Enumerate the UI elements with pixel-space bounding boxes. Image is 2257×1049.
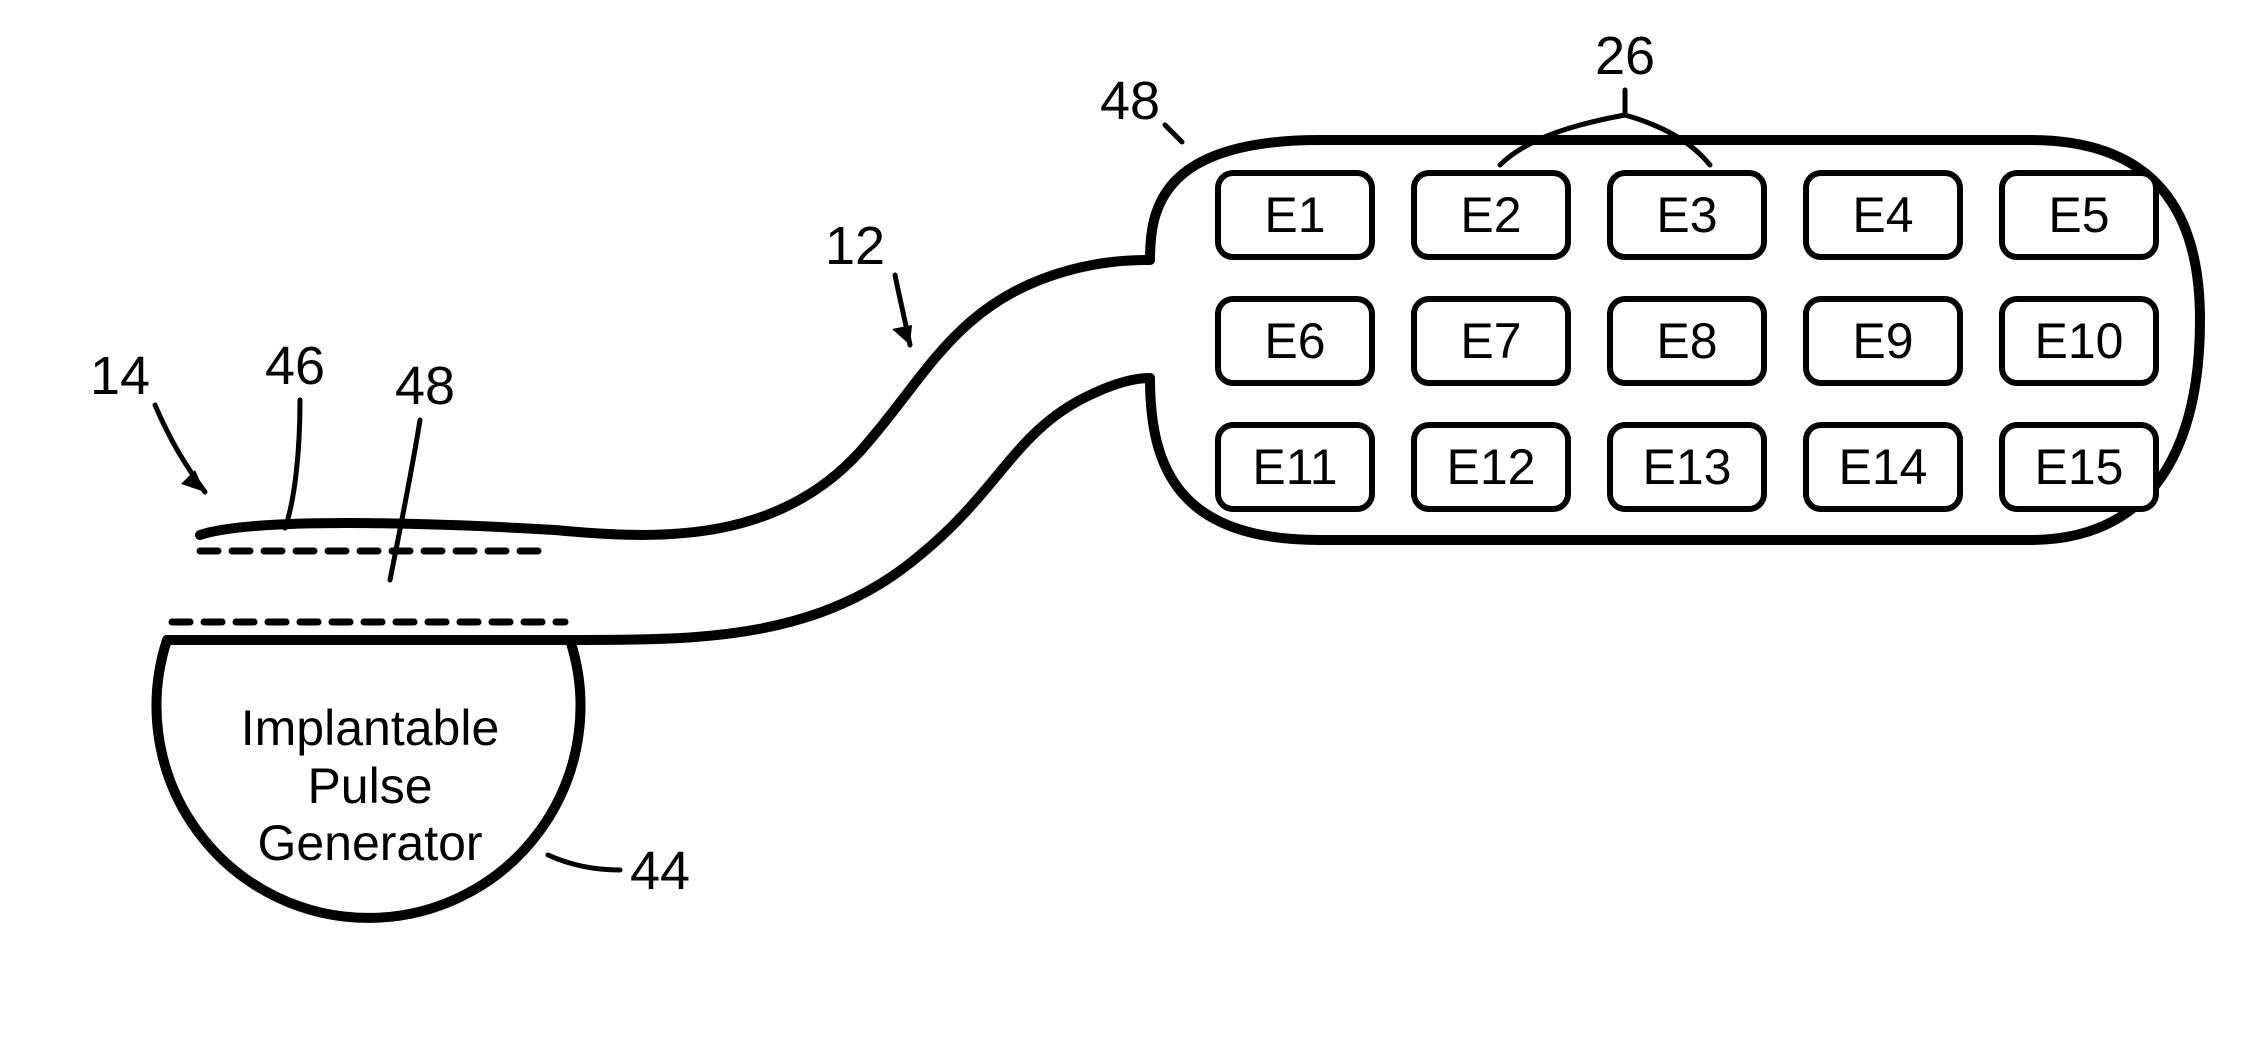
- generator-label-line2: Pulse Generator: [210, 758, 530, 873]
- electrode-e6: E6: [1215, 296, 1375, 386]
- leader-48-left: [390, 420, 420, 580]
- ref-12: 12: [825, 215, 885, 277]
- ref-26: 26: [1595, 25, 1655, 87]
- diagram-svg: [0, 0, 2257, 1049]
- electrode-e12: E12: [1411, 422, 1571, 512]
- electrode-e3: E3: [1607, 170, 1767, 260]
- lead-top: [200, 260, 1150, 535]
- arrow-12-head: [892, 325, 912, 345]
- arrow-14-head: [181, 470, 205, 492]
- leader-46: [285, 400, 300, 528]
- electrode-e14: E14: [1803, 422, 1963, 512]
- electrode-e8: E8: [1607, 296, 1767, 386]
- leader-48-right: [1165, 125, 1182, 142]
- ref-48-left: 48: [395, 355, 455, 417]
- leader-44: [548, 855, 620, 870]
- generator-label: Implantable Pulse Generator: [210, 700, 530, 873]
- electrode-e13: E13: [1607, 422, 1767, 512]
- ref-48-right: 48: [1100, 70, 1160, 132]
- electrode-e4: E4: [1803, 170, 1963, 260]
- electrode-e2: E2: [1411, 170, 1571, 260]
- ref-14: 14: [90, 345, 150, 407]
- electrode-e11: E11: [1215, 422, 1375, 512]
- generator-label-line1: Implantable: [210, 700, 530, 758]
- electrode-e7: E7: [1411, 296, 1571, 386]
- electrode-e1: E1: [1215, 170, 1375, 260]
- electrode-e9: E9: [1803, 296, 1963, 386]
- electrode-e5: E5: [1999, 170, 2159, 260]
- ref-44: 44: [630, 840, 690, 902]
- lead-bottom: [573, 378, 1150, 640]
- electrode-e15: E15: [1999, 422, 2159, 512]
- ref-46: 46: [265, 335, 325, 397]
- electrode-e10: E10: [1999, 296, 2159, 386]
